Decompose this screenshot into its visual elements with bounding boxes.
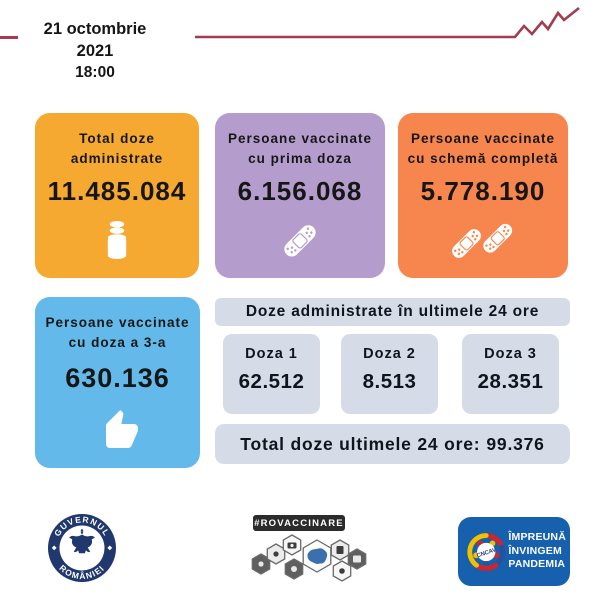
cncav-slogan-line1: ÎMPREUNĂ (508, 531, 566, 544)
cncav-slogan-line3: PANDEMIA (508, 558, 566, 571)
cncav-slogan: ÎMPREUNĂ ÎNVINGEM PANDEMIA (508, 531, 566, 572)
dose-3-value: 28.351 (477, 370, 544, 393)
card-title-line1: Persoane vaccinate (45, 315, 190, 330)
rovaccinare-banner: #ROVACCINARE (253, 515, 345, 531)
cncav-emblem-text: CNCAV (476, 547, 497, 559)
header-left-line (0, 36, 18, 39)
card-title-line2: cu doza a 3-a (68, 334, 167, 350)
card-title-line1: Persoane vaccinate (410, 131, 556, 146)
last24-panel-title: Doze administrate în ultimele 24 ore (215, 298, 570, 326)
cncav-slogan-line2: ÎNVINGEM (508, 544, 562, 557)
eagle-emblem-icon (69, 528, 95, 554)
dose-2-value: 8.513 (362, 370, 417, 393)
card-total-doses-title: Total doze administrate (71, 113, 163, 168)
card-title-line1: Total doze (79, 131, 155, 146)
romania-map-icon (307, 548, 328, 564)
dose-card-1: Doza 1 62.512 (223, 334, 320, 414)
thumbs-up-icon (93, 404, 143, 456)
dose-2-label: Doza 2 (363, 346, 416, 362)
total-doses-24h-bar: Total doze ultimele 24 ore: 99.376 (215, 424, 570, 464)
report-time: 18:00 (75, 63, 115, 81)
card-full-scheme: Persoane vaccinate cu schemă completă 5.… (398, 113, 568, 278)
total-doses-24h-value: 99.376 (486, 433, 545, 454)
double-bandaid-icon (441, 214, 525, 266)
report-date: 21 octombrie 2021 (43, 20, 147, 61)
card-third-dose-value: 630.136 (65, 362, 170, 393)
dose-3-label: Doza 3 (484, 346, 537, 362)
card-total-doses: Total doze administrate 11.485.084 (35, 113, 199, 278)
government-of-romania-logo: GUVERNUL ROMÂNIEI (48, 514, 116, 582)
card-third-dose: Persoane vaccinate cu doza a 3-a 630.136 (35, 297, 200, 468)
card-full-scheme-title: Persoane vaccinate cu schemă completă (408, 113, 559, 168)
rovaccinare-hex-cluster-icon (251, 534, 367, 582)
card-first-dose-value: 6.156.068 (237, 175, 363, 206)
vial-icon (101, 214, 133, 266)
card-title-line1: Persoane vaccinate (227, 131, 373, 146)
dose-1-label: Doza 1 (245, 346, 298, 362)
total-doses-24h-label: Total doze ultimele 24 ore: (240, 433, 481, 454)
card-total-doses-value: 11.485.084 (47, 175, 187, 206)
dose-1-value: 62.512 (238, 370, 305, 393)
cncav-logo: CNCAV ÎMPREUNĂ ÎNVINGEM PANDEMIA (458, 517, 570, 586)
rovaccinare-logo: #ROVACCINARE (236, 515, 376, 592)
card-title-line2: cu prima doza (248, 150, 352, 166)
dose-card-3: Doza 3 28.351 (462, 334, 559, 414)
cncav-emblem-icon: CNCAV (467, 532, 506, 571)
trend-line-icon (195, 6, 580, 39)
card-first-dose-title: Persoane vaccinate cu prima doza (228, 113, 372, 168)
card-full-scheme-value: 5.778.190 (420, 175, 546, 206)
card-first-dose: Persoane vaccinate cu prima doza 6.156.0… (215, 113, 385, 278)
report-datetime: 21 octombrie 2021 18:00 (28, 18, 162, 83)
dose-card-2: Doza 2 8.513 (341, 334, 438, 414)
card-title-line2: cu schemă completă (407, 150, 559, 166)
card-title-line2: administrate (70, 150, 164, 166)
card-third-dose-title: Persoane vaccinate cu doza a 3-a (45, 297, 189, 352)
bandaid-icon (272, 214, 328, 266)
